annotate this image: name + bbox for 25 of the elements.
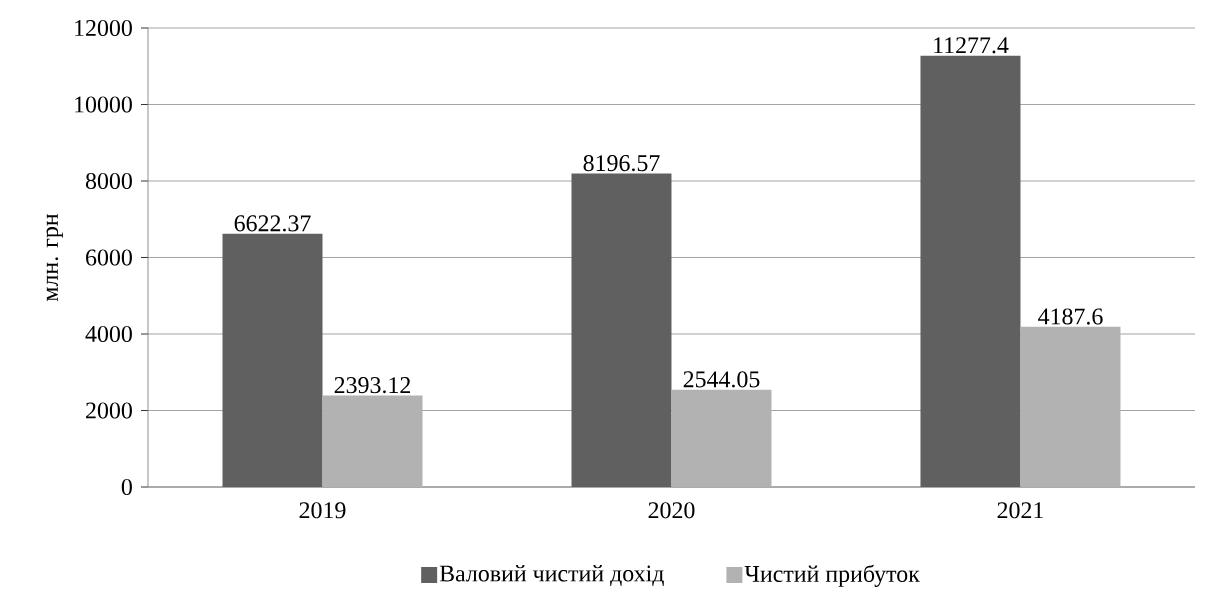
y-tick-label: 12000 [75,19,132,37]
data-label: 4187.6 [1038,308,1103,325]
y-axis-title: млн. грн [46,213,63,302]
data-label: 11277.4 [934,37,1009,54]
legend-label: Чистий прибуток [744,564,920,587]
bar [920,55,1021,487]
bar [222,233,323,487]
y-tick-label: 10000 [75,96,132,113]
data-label: 6622.37 [234,215,311,232]
y-tick-label: 8000 [85,172,132,190]
data-label: 2393.12 [334,377,411,394]
y-tick-label: 2000 [86,402,132,419]
legend-label: Валовий чистий дохід [439,565,664,586]
bar [1020,326,1121,487]
y-tick-label: 4000 [85,325,132,343]
x-tick-label: 2019 [299,502,346,519]
y-tick-label: 0 [121,478,132,496]
bar [571,173,672,487]
bar [322,395,423,487]
bar [671,389,772,487]
x-tick-label: 2020 [648,502,695,519]
data-label: 2544.05 [683,371,760,388]
data-label: 8196.57 [583,155,660,172]
y-tick-label: 6000 [86,249,132,266]
x-tick-label: 2021 [997,502,1043,519]
